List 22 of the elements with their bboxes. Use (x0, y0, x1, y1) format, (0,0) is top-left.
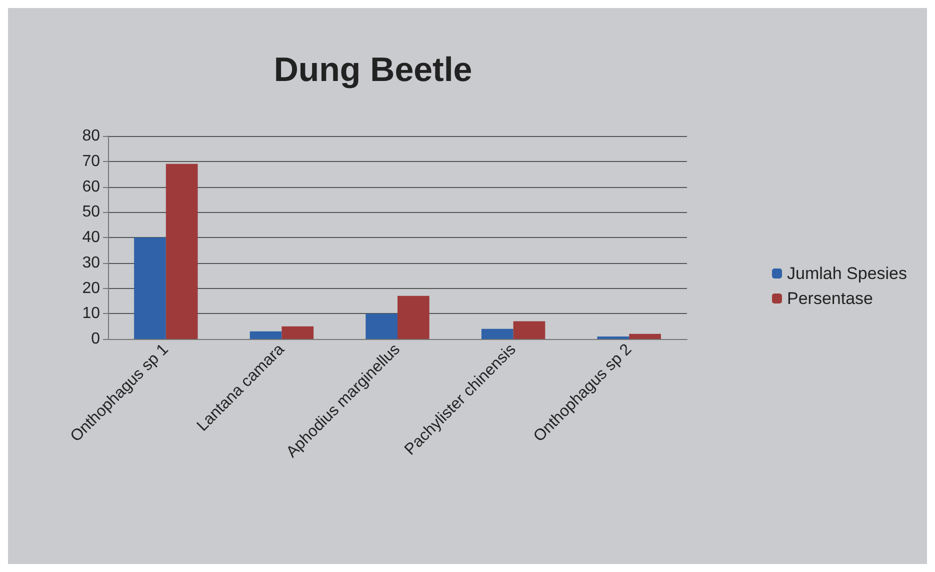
y-tick-label: 40 (82, 229, 100, 246)
bar (513, 321, 546, 339)
bar (398, 296, 430, 339)
bar (166, 164, 198, 339)
y-tick-label: 10 (82, 305, 100, 322)
bar (134, 238, 166, 339)
y-tick-label: 50 (82, 204, 100, 221)
y-tick-label: 70 (82, 152, 100, 170)
bar (282, 326, 314, 339)
bar (250, 331, 282, 339)
y-tick-label: 0 (91, 330, 100, 348)
y-tick-label: 30 (82, 254, 100, 272)
bar (597, 336, 630, 339)
y-tick-label: 80 (82, 128, 100, 144)
y-tick-label: 20 (82, 280, 100, 297)
chart-title: Dung Beetle (274, 51, 472, 89)
y-tick-label: 60 (82, 178, 100, 196)
bar (481, 328, 514, 339)
legend-label: Persentase (786, 289, 873, 308)
legend-label: Jumlah Spesies (786, 264, 908, 283)
bar (366, 314, 398, 339)
bar (629, 334, 661, 339)
